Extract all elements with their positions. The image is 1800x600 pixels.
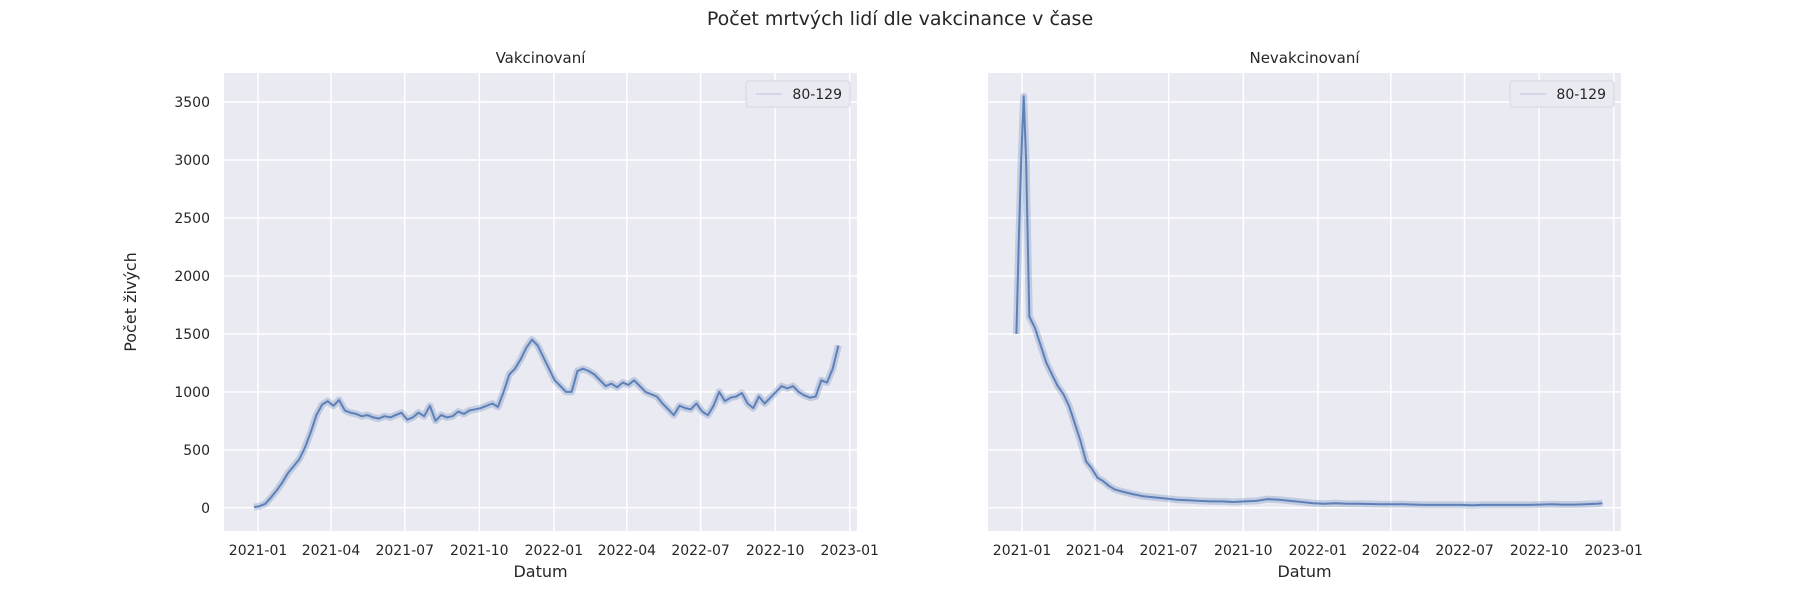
panel-1-series-line	[253, 338, 840, 509]
panel-2-x-tick-label: 2022-10	[1510, 543, 1569, 559]
panel-1-y-tick-label: 1000	[174, 385, 210, 401]
panel-2-x-tick-label: 2022-07	[1435, 543, 1494, 559]
panel-2-x-tick-label: 2021-04	[1066, 543, 1125, 559]
panel-2-x-tick-label: 2021-07	[1139, 543, 1198, 559]
panel-1-y-tick-label: 2000	[174, 269, 210, 285]
panel-2-title: Nevakcinovaní	[1249, 49, 1360, 67]
panel-1-plot-area	[224, 73, 857, 531]
panel-2-x-tick-label: 2023-01	[1584, 543, 1643, 559]
panel-1-x-tick-label: 2021-04	[302, 543, 361, 559]
panel-2-legend-entry: 80-129	[1556, 87, 1606, 103]
panel-1-x-tick-label: 2023-01	[820, 543, 879, 559]
panel-1-x-tick-label: 2022-01	[525, 543, 584, 559]
panel-2-plot-area	[988, 73, 1621, 531]
panel-1-x-tick-label: 2022-10	[746, 543, 805, 559]
figure-title: Počet mrtvých lidí dle vakcinance v čase	[706, 8, 1094, 30]
panel-1-y-axis-label: Počet živých	[121, 252, 140, 352]
panel-1-x-tick-label: 2021-10	[450, 543, 509, 559]
panel-1-legend-box	[745, 80, 851, 108]
panel-2-legend-box	[1509, 80, 1615, 108]
panel-2-x-axis-label: Datum	[1277, 562, 1331, 581]
panel-2-x-tick-label: 2021-10	[1214, 543, 1273, 559]
panel-2-x-tick-label: 2021-01	[993, 543, 1052, 559]
panel-1-x-axis-label: Datum	[513, 562, 567, 581]
panel-2-x-tick-label: 2022-04	[1362, 543, 1421, 559]
panel-1-title: Vakcinovaní	[496, 49, 587, 67]
panel-1-x-tick-label: 2022-04	[598, 543, 657, 559]
panel-2-x-tick-label: 2022-01	[1289, 543, 1348, 559]
panel-1-y-tick-label: 0	[201, 501, 210, 517]
panel-1-y-tick-label: 2500	[174, 211, 210, 227]
panel-2-series-line	[1015, 95, 1603, 507]
panel-1-y-tick-label: 500	[183, 443, 210, 459]
panel-1-y-tick-label: 3500	[174, 95, 210, 111]
panel-1-y-tick-label: 1500	[174, 327, 210, 343]
panel-1-x-tick-label: 2021-01	[229, 543, 288, 559]
panel-1-x-tick-label: 2021-07	[375, 543, 434, 559]
panel-1-x-tick-label: 2022-07	[671, 543, 730, 559]
panel-1-legend-entry: 80-129	[792, 87, 842, 103]
panel-1-y-tick-label: 3000	[174, 153, 210, 169]
